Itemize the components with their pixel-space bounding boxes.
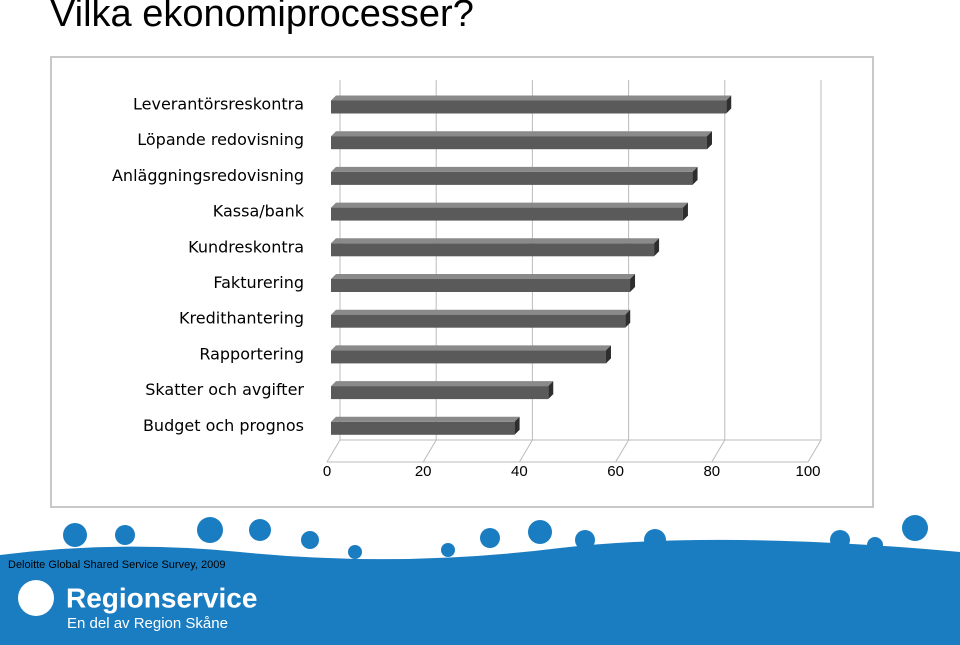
bar-side <box>692 166 698 185</box>
y-tick-label: Kundreskontra <box>188 237 304 256</box>
bar-side <box>514 416 520 435</box>
bar-top <box>331 238 660 244</box>
grid-floor-line <box>807 439 822 463</box>
y-tick-label: Budget och prognos <box>143 416 304 435</box>
y-tick-label: Löpande redovisning <box>137 130 304 149</box>
y-tick-label: Skatter och avgifter <box>145 380 304 399</box>
grid-floor-line <box>518 439 533 463</box>
grid-floor-line <box>711 439 726 463</box>
bar-top <box>331 95 732 101</box>
bar-side <box>682 202 688 221</box>
bar-side <box>548 381 554 400</box>
grid-floor-line <box>615 439 630 463</box>
bar-top <box>331 309 631 315</box>
bar <box>331 421 515 435</box>
slide-title: Vilka ekonomiprocesser? <box>50 0 474 35</box>
x-tick-label: 20 <box>415 463 432 480</box>
bar-side <box>726 95 732 114</box>
bar-top <box>331 202 688 208</box>
bar-top <box>331 381 554 387</box>
x-tick-label: 80 <box>703 463 720 480</box>
bar-side <box>605 345 611 364</box>
bar <box>331 243 655 257</box>
logo-mark <box>18 580 54 616</box>
bar <box>331 350 606 364</box>
x-tick-label: 100 <box>795 463 820 480</box>
bar <box>331 171 693 185</box>
bar-top <box>331 131 712 137</box>
x-tick-label: 60 <box>607 463 624 480</box>
y-tick-label: Leverantörsreskontra <box>133 95 304 114</box>
plot: 0 20 40 60 80 100 Leverantörsreskontra Löpande … <box>112 80 822 480</box>
bar <box>331 314 626 328</box>
source-note: Deloitte Global Shared Service Survey, 2… <box>8 559 225 571</box>
bar-top <box>331 274 636 279</box>
x-tick-label: 0 <box>323 463 331 480</box>
bar-side <box>625 309 631 328</box>
x-tick-label: 40 <box>511 463 528 480</box>
grid-floor-line <box>326 439 341 463</box>
bar <box>331 386 549 400</box>
y-tick-label: Rapportering <box>199 344 304 363</box>
grid-floor-line <box>422 439 437 463</box>
bar-side <box>630 274 636 292</box>
bar-top <box>331 416 520 422</box>
bar-side <box>706 131 712 150</box>
logo-name: Regionservice <box>66 582 257 613</box>
bar-top <box>331 345 611 351</box>
bar <box>331 136 707 150</box>
footer-band <box>0 539 960 645</box>
hand-decoration <box>63 515 928 559</box>
y-tick-label: Kredithantering <box>179 309 304 328</box>
y-tick-label: Fakturering <box>213 273 304 292</box>
logo-subtitle: En del av Region Skåne <box>67 615 228 632</box>
bar <box>331 207 683 221</box>
bar <box>331 279 631 292</box>
bar-side <box>654 238 660 257</box>
y-tick-label: Anläggningsredovisning <box>112 166 304 185</box>
bar <box>331 100 727 114</box>
bar-top <box>331 166 698 172</box>
y-tick-label: Kassa/bank <box>213 202 305 221</box>
